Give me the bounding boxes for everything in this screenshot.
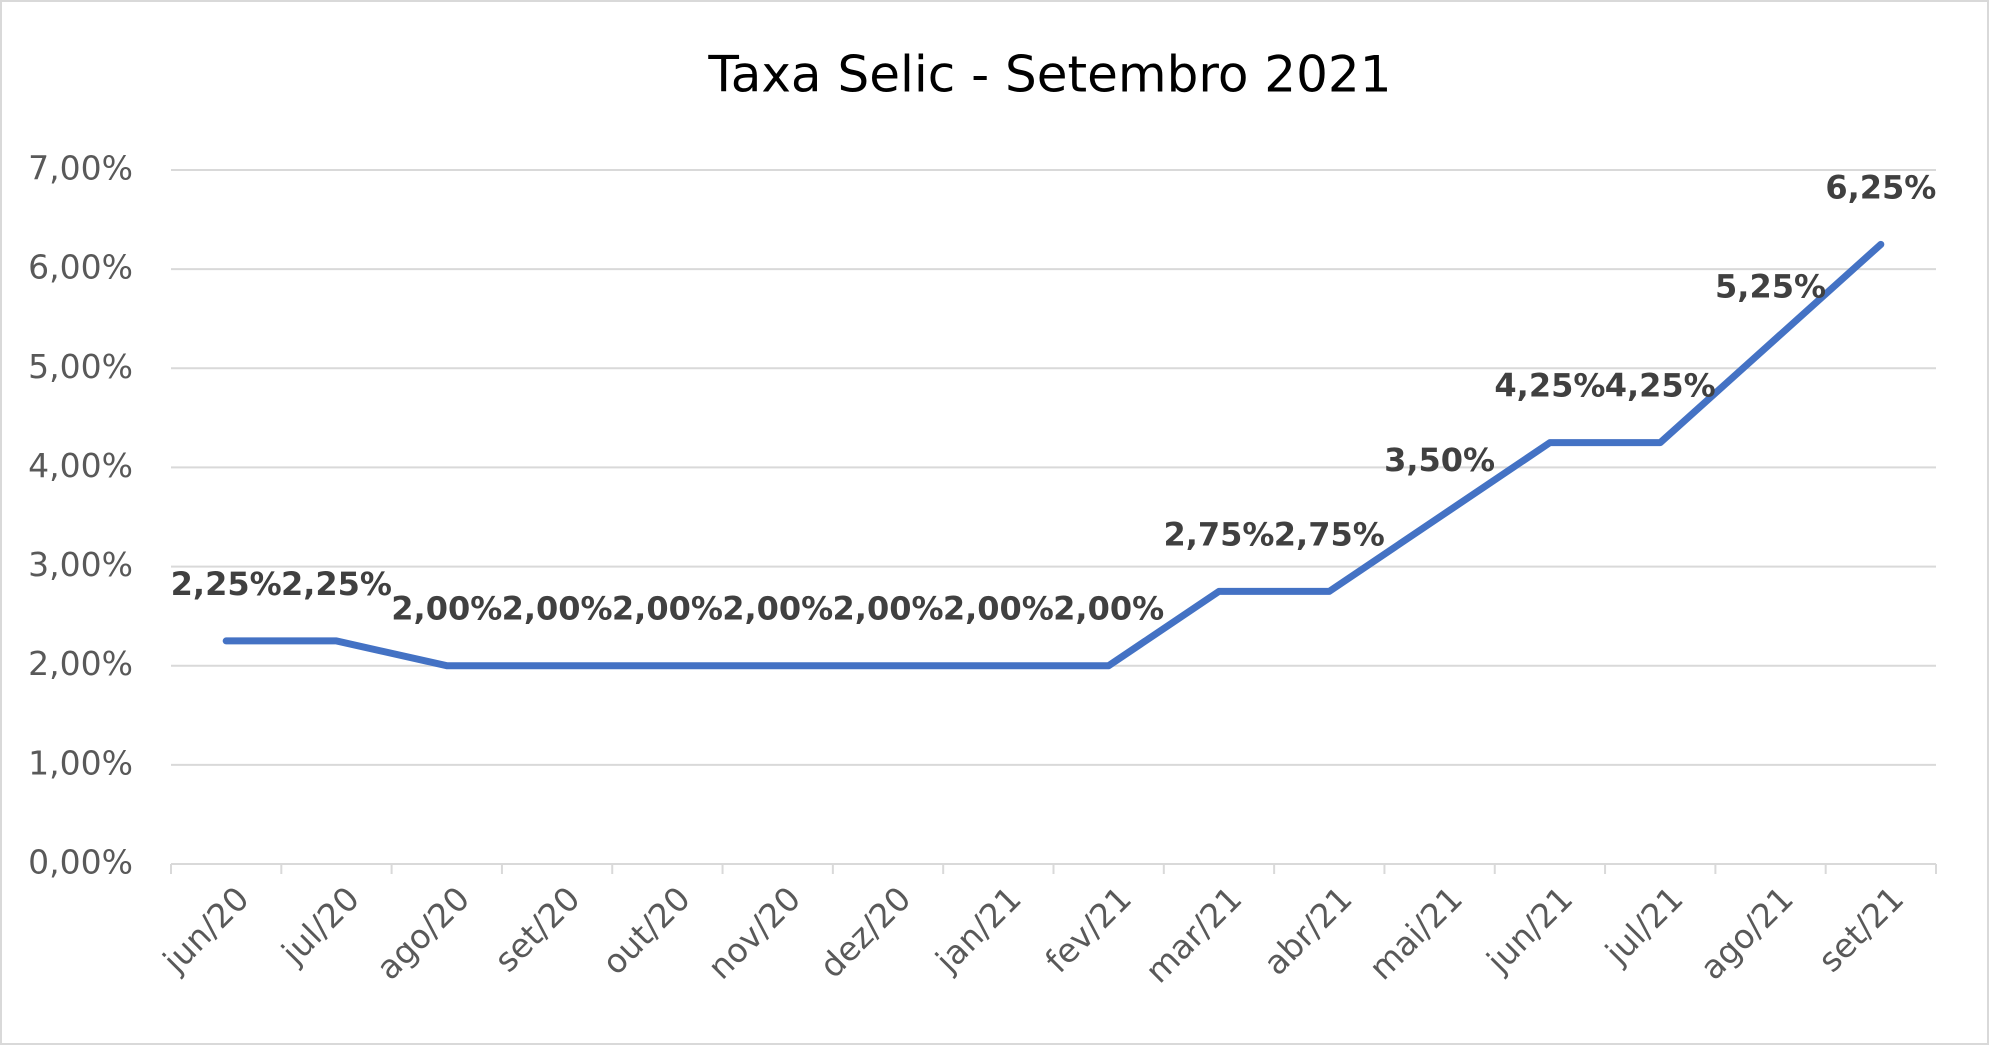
data-label: 2,00%	[1053, 590, 1164, 628]
data-label: 2,75%	[1163, 515, 1274, 553]
y-tick-label: 6,00%	[28, 248, 133, 287]
data-label: 2,00%	[943, 590, 1054, 628]
data-label: 4,25%	[1605, 367, 1716, 405]
data-label: 2,00%	[833, 590, 944, 628]
data-label: 5,25%	[1715, 268, 1826, 306]
y-tick-label: 3,00%	[28, 545, 133, 584]
y-tick-label: 5,00%	[28, 347, 133, 386]
data-label: 3,50%	[1384, 441, 1495, 479]
y-tick-label: 2,00%	[28, 644, 133, 683]
y-tick-label: 0,00%	[28, 843, 133, 882]
data-label: 4,25%	[1494, 367, 1605, 405]
data-label: 2,25%	[171, 565, 282, 603]
data-label: 2,75%	[1274, 515, 1385, 553]
data-label: 2,00%	[502, 590, 613, 628]
y-tick-label: 4,00%	[28, 446, 133, 485]
data-label: 2,00%	[612, 590, 723, 628]
y-tick-label: 7,00%	[28, 149, 133, 188]
data-line	[222, 240, 1885, 670]
y-tick-label: 1,00%	[28, 743, 133, 782]
data-label: 2,00%	[722, 590, 833, 628]
chart-title: Taxa Selic - Setembro 2021	[707, 46, 1391, 104]
data-label: 6,25%	[1825, 168, 1936, 206]
data-label: 2,00%	[391, 590, 502, 628]
data-label: 2,25%	[281, 565, 392, 603]
